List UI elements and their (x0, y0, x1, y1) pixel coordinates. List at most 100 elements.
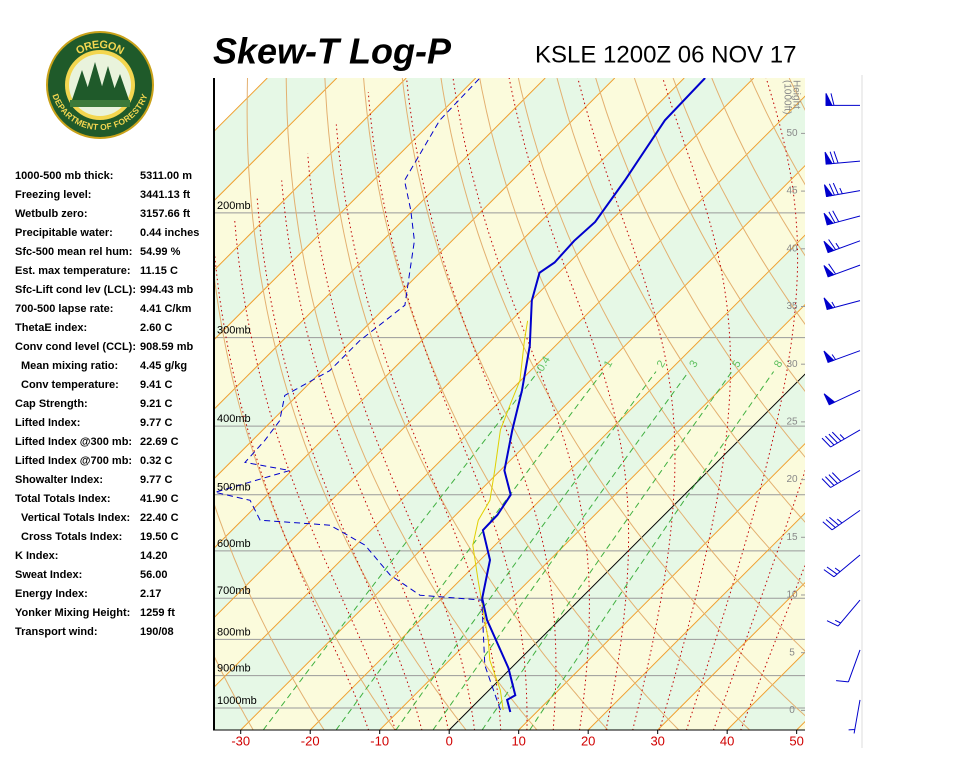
barb-shaft (836, 649, 861, 683)
isotherm (215, 78, 616, 479)
y2-tick-label: 10 (786, 590, 798, 601)
logo-ground (70, 100, 130, 107)
stat-value: 54.99 % (140, 246, 181, 258)
mixing-ratio-line (529, 371, 775, 730)
stat-label: Showalter Index: (15, 474, 103, 486)
isotherm (215, 78, 338, 201)
stat-label: Lifted Index: (15, 417, 80, 429)
x-tick-label: 30 (650, 733, 664, 748)
mixing-ratio-line (481, 371, 733, 730)
wind-barb (821, 429, 861, 448)
mixing-ratio-label: 1 (602, 358, 615, 369)
barb-shaft (826, 151, 861, 165)
stat-label: Est. max temperature: (15, 265, 131, 277)
stat-value: 908.59 mb (140, 341, 193, 353)
stat-value: 3157.66 ft (140, 208, 190, 220)
y2-axis-label: Height (790, 80, 801, 109)
logo-top-path: OREGON (74, 39, 126, 58)
dry-adiabat (440, 78, 805, 717)
dry-adiabat (517, 78, 805, 588)
mixing-ratio-line (335, 371, 604, 730)
y2-tick-label: 45 (786, 186, 798, 197)
moist-adiabat (406, 78, 557, 730)
stat-label: Precipitable water: (15, 227, 113, 239)
barb-shaft (827, 263, 861, 278)
y2-axis-label: (1000ft) (781, 80, 792, 114)
stat-value: 9.41 C (140, 379, 172, 391)
mixing-ratio-line (432, 371, 690, 730)
wind-barb (823, 239, 861, 254)
y-tick-label: 700mb (217, 585, 251, 597)
stat-value: 11.15 C (140, 265, 178, 277)
stat-value: 14.20 (140, 550, 168, 562)
x-tick-label: 0 (446, 733, 453, 748)
mixing-ratio-label: 2 (655, 358, 668, 369)
axes: 1000mb 900mb 800mb 700mb 600mb 500mb 400mb 300m… (213, 78, 805, 748)
barb-shaft (827, 300, 861, 310)
isotherm (215, 78, 546, 409)
wind-barb (823, 297, 861, 311)
stat-label: Vertical Totals Index: (21, 512, 130, 524)
mixing-ratio-line (262, 371, 539, 730)
chart-title: Skew-T Log-P (213, 31, 452, 72)
stat-value: 994.43 mb (140, 284, 193, 296)
stat-value: 0.32 C (140, 455, 172, 467)
y2-tick-label: 15 (786, 532, 798, 543)
y-tick-label: 1000mb (217, 695, 257, 707)
x-tick-label: 20 (581, 733, 595, 748)
wind-barb (823, 350, 861, 363)
stat-label: Conv cond level (CCL): (15, 341, 136, 353)
moist-adiabat (452, 78, 590, 730)
profile-line (472, 320, 529, 711)
stat-label: Lifted Index @300 mb: (15, 436, 132, 448)
wind-barbs (821, 93, 861, 734)
logo-top-text: OREGON (74, 39, 126, 58)
y-tick-label: 400mb (217, 413, 251, 425)
profile-line (215, 78, 501, 711)
isotherm (215, 78, 407, 270)
barb-shaft (822, 509, 861, 531)
y2-tick-label: 40 (786, 243, 798, 254)
profile-line (481, 78, 706, 713)
wind-barb (823, 263, 861, 278)
y-tick-label: 600mb (217, 538, 251, 550)
isotherm (587, 512, 805, 730)
dry-adiabat (633, 78, 805, 392)
stat-label: Conv temperature: (21, 379, 119, 391)
isotherm (518, 442, 805, 730)
stat-label: Cap Strength: (15, 398, 88, 410)
stat-value: 22.40 C (140, 512, 179, 524)
stat-value: 41.90 C (140, 493, 179, 505)
stats-table: 1000-500 mb thick: 5311.00 m Freezing leve… (15, 170, 199, 638)
y-tick-label: 300mb (217, 325, 251, 337)
dry-adiabat (246, 78, 467, 730)
mixing-ratio-label: 5 (730, 358, 743, 369)
wind-barb (823, 554, 861, 578)
y-tick-label: 500mb (217, 482, 251, 494)
stat-value: 9.21 C (140, 398, 172, 410)
barb-shaft (825, 93, 861, 106)
wind-barb (823, 389, 861, 406)
dry-adiabat (215, 656, 254, 730)
x-tick-label: 40 (720, 733, 734, 748)
dry-adiabat (672, 78, 805, 326)
x-tick-label: -30 (231, 733, 250, 748)
y2-tick-label: 25 (786, 417, 798, 428)
stat-value: 22.69 C (140, 436, 179, 448)
moist-adiabat (234, 220, 396, 730)
moist-adiabat (658, 78, 732, 730)
background-band (215, 78, 805, 687)
moist-adiabat (307, 153, 475, 730)
stat-value: 9.77 C (140, 474, 172, 486)
stat-value: 2.60 C (140, 322, 172, 334)
stat-value: 9.77 C (140, 417, 172, 429)
stat-label: Energy Index: (15, 588, 88, 600)
isotherm (240, 165, 805, 730)
moist-adiabat (367, 91, 528, 730)
stat-label: Cross Totals Index: (21, 531, 122, 543)
dry-adiabat (479, 78, 805, 652)
logo-trees (72, 62, 129, 100)
dry-adiabat (215, 504, 325, 730)
stat-value: 190/08 (140, 626, 174, 638)
